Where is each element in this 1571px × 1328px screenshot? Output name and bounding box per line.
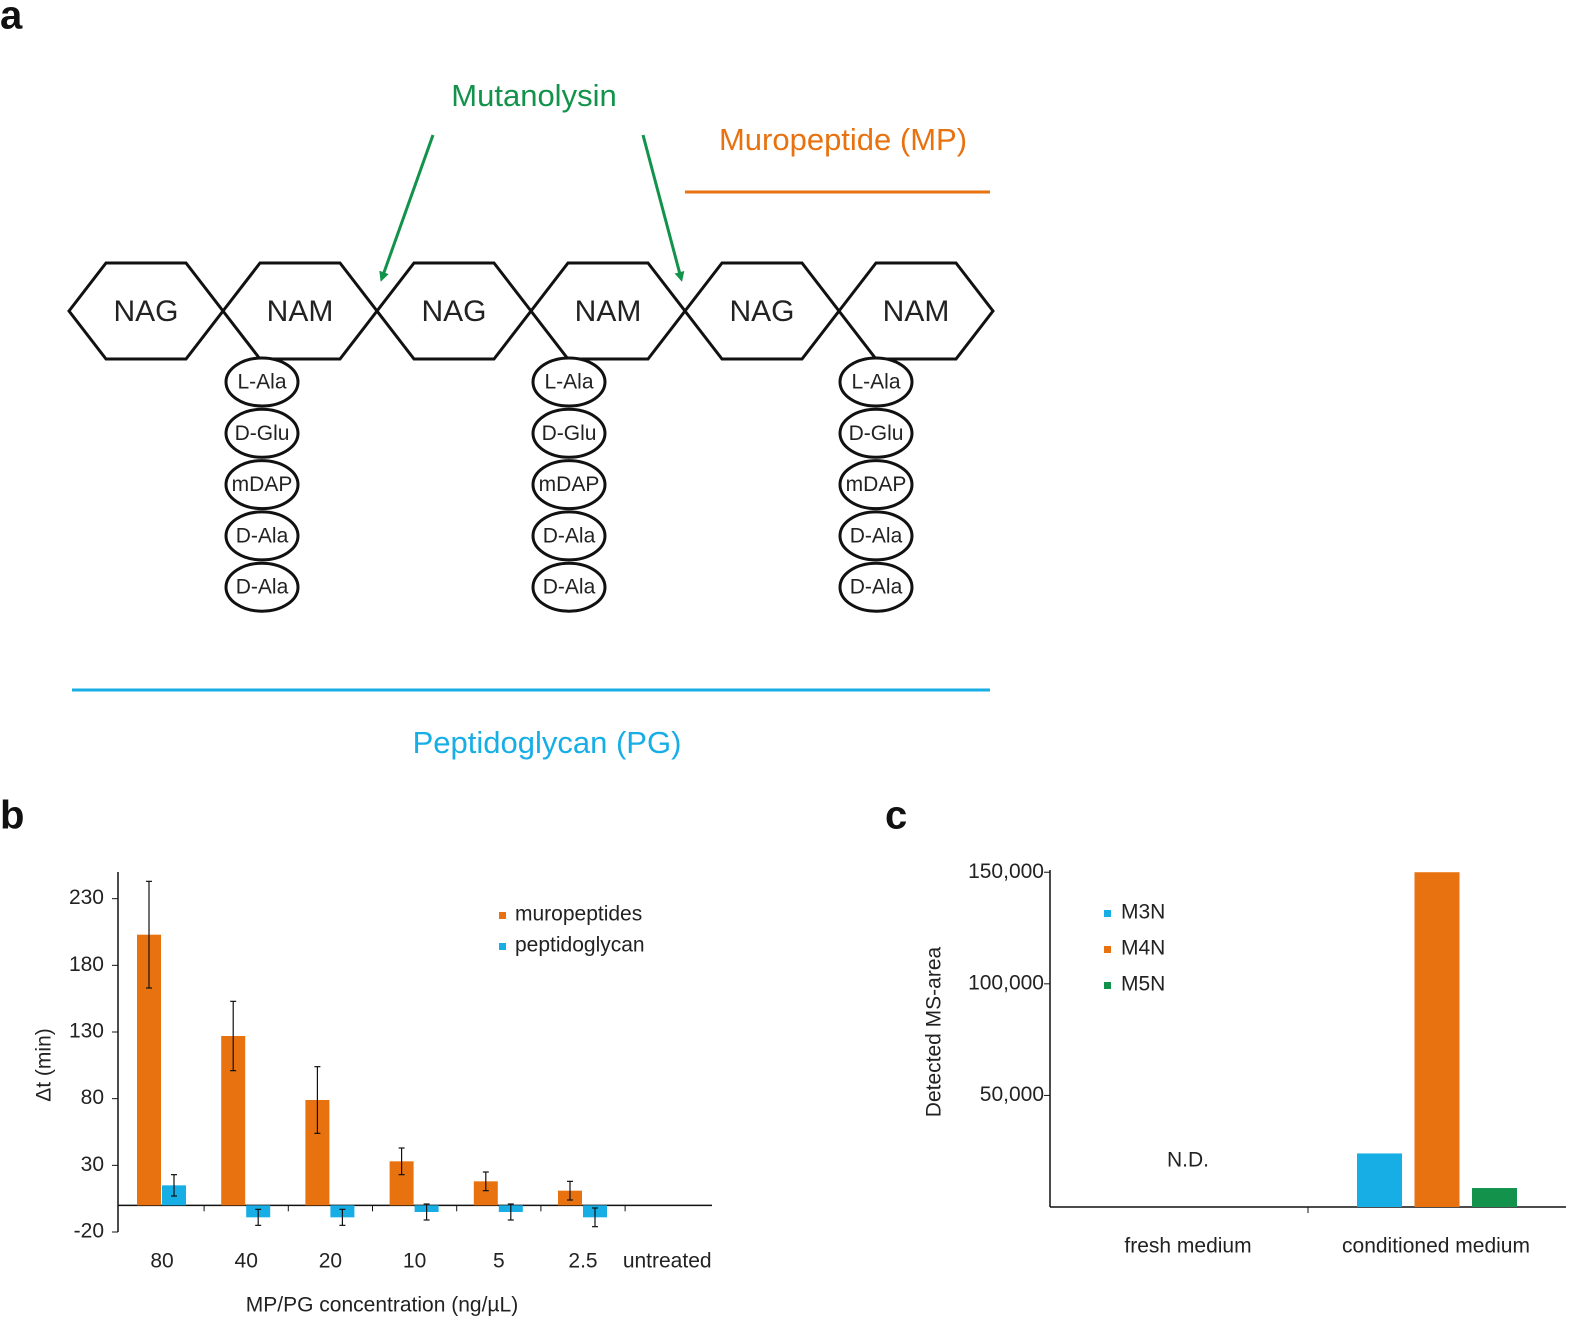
legend-label: peptidoglycan: [515, 934, 645, 957]
legend-swatch: [1104, 946, 1111, 953]
enzyme-label: Mutanolysin: [451, 78, 616, 113]
bar: [1414, 872, 1460, 1207]
residue: [224, 356, 300, 408]
sugar-label: NAG: [113, 295, 178, 328]
residue: [224, 407, 300, 459]
x-tick-label: untreated: [623, 1250, 712, 1273]
cleavage-arrow: [641, 134, 685, 282]
residue-label: mDAP: [539, 473, 600, 496]
legend-swatch: [499, 943, 506, 950]
y-tick-label: 80: [81, 1086, 104, 1109]
y-tick-label: 130: [69, 1020, 104, 1043]
sugar-label: NAM: [267, 295, 334, 328]
residue-label: D-Ala: [850, 524, 903, 547]
cleavage-arrow: [379, 134, 435, 282]
legend-label: M3N: [1121, 901, 1165, 924]
residue-label: D-Ala: [543, 524, 596, 547]
residue-label: D-Ala: [850, 576, 903, 599]
residue: [224, 561, 300, 613]
residue: [224, 459, 300, 511]
legend-label: M5N: [1121, 973, 1165, 996]
residue: [531, 510, 607, 562]
panel-label: a: [0, 0, 23, 38]
x-tick-label: conditioned medium: [1342, 1235, 1530, 1258]
residue-label: D-Glu: [235, 422, 290, 445]
sugar-label: NAM: [883, 295, 950, 328]
y-tick-label: 150,000: [968, 860, 1044, 883]
legend-swatch: [1104, 982, 1111, 989]
residue: [531, 459, 607, 511]
y-tick-label: 230: [69, 886, 104, 909]
legend-swatch: [1104, 910, 1111, 917]
y-tick-label: 30: [81, 1153, 104, 1176]
bar: [1472, 1188, 1517, 1207]
x-tick-label: 5: [493, 1250, 505, 1273]
x-tick-label: 40: [235, 1250, 258, 1273]
sugar-label: NAM: [575, 295, 642, 328]
residue: [838, 459, 914, 511]
muropeptide-label: Muropeptide (MP): [719, 122, 967, 157]
legend-label: muropeptides: [515, 903, 642, 926]
sugar-label: NAG: [421, 295, 486, 328]
residue: [838, 510, 914, 562]
panel-label: c: [885, 794, 907, 838]
y-tick-label: -20: [74, 1220, 104, 1243]
residue-label: D-Glu: [849, 422, 904, 445]
residue-label: D-Ala: [543, 576, 596, 599]
sugar-label: NAG: [729, 295, 794, 328]
y-tick-label: 100,000: [968, 971, 1044, 994]
residue-label: mDAP: [232, 473, 293, 496]
x-axis-title: MP/PG concentration (ng/µL): [246, 1294, 518, 1317]
annotation: N.D.: [1167, 1149, 1209, 1172]
legend-swatch: [499, 912, 506, 919]
panel-label: b: [0, 794, 24, 838]
residue: [531, 561, 607, 613]
residue: [838, 407, 914, 459]
residue-label: L-Ala: [237, 371, 286, 394]
x-tick-label: 80: [150, 1250, 173, 1273]
y-tick-label: 180: [69, 953, 104, 976]
residue: [531, 407, 607, 459]
residue-label: L-Ala: [851, 371, 900, 394]
x-tick-label: 10: [403, 1250, 426, 1273]
x-tick-label: 2.5: [568, 1250, 597, 1273]
peptidoglycan-label: Peptidoglycan (PG): [413, 725, 682, 760]
residue-label: D-Ala: [236, 524, 289, 547]
x-tick-label: fresh medium: [1124, 1235, 1251, 1258]
bar: [1357, 1153, 1402, 1207]
residue-label: L-Ala: [544, 371, 593, 394]
residue-label: mDAP: [846, 473, 907, 496]
residue: [224, 510, 300, 562]
residue-label: D-Ala: [236, 576, 289, 599]
residue-label: D-Glu: [542, 422, 597, 445]
residue: [531, 356, 607, 408]
residue: [838, 356, 914, 408]
x-tick-label: 20: [319, 1250, 342, 1273]
y-tick-label: 50,000: [980, 1083, 1044, 1106]
residue: [838, 561, 914, 613]
y-axis-title: Detected MS-area: [923, 946, 946, 1117]
y-axis-title: Δt (min): [33, 1028, 56, 1102]
legend-label: M4N: [1121, 937, 1165, 960]
